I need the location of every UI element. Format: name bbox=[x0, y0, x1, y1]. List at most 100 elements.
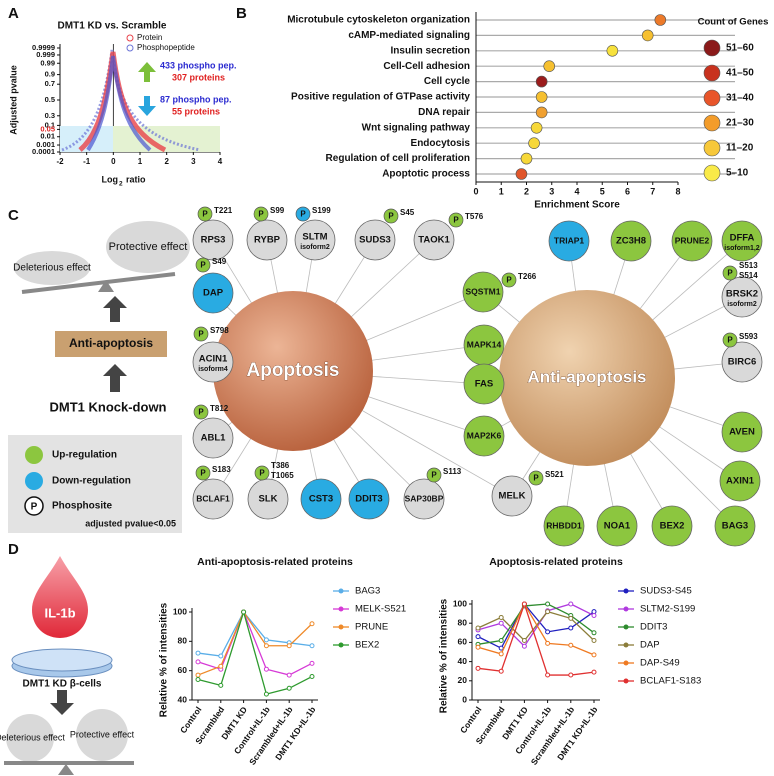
point bbox=[568, 615, 574, 621]
panel-label: C bbox=[8, 207, 19, 224]
dot bbox=[530, 122, 543, 134]
series-line bbox=[477, 603, 595, 648]
chart-title: Apoptosis-related proteins bbox=[489, 556, 623, 568]
node-label: AXIN1 bbox=[726, 476, 755, 487]
node-label: SAP30BP bbox=[405, 493, 444, 503]
x-tick-label: 7 bbox=[650, 186, 655, 196]
legend-swatch bbox=[703, 114, 721, 132]
down-proteins: 55 proteins bbox=[172, 106, 220, 116]
deleterious-text: Deleterious effect bbox=[13, 263, 91, 274]
site-label: T812 bbox=[210, 404, 229, 413]
legend-marker bbox=[623, 588, 629, 594]
series-line bbox=[477, 602, 595, 650]
point bbox=[286, 643, 292, 649]
point bbox=[195, 676, 201, 682]
node bbox=[463, 415, 505, 457]
node bbox=[671, 220, 713, 262]
up-peptides: 433 phospho pep. bbox=[160, 60, 237, 70]
node bbox=[403, 478, 445, 520]
y-tick-label: 0 bbox=[462, 694, 467, 704]
node bbox=[354, 219, 396, 261]
series-line bbox=[197, 610, 313, 676]
legend-down-swatch bbox=[25, 472, 43, 490]
y-tick-label: 60 bbox=[178, 665, 188, 675]
legend-label: SUDS3-S45 bbox=[640, 586, 692, 597]
y-tick-label: 0.7 bbox=[45, 79, 55, 88]
site-symbol: P bbox=[300, 210, 306, 219]
legend-site-symbol: P bbox=[31, 502, 38, 513]
panel-label: D bbox=[8, 541, 19, 558]
point bbox=[568, 601, 574, 607]
legend-label: DAP-S49 bbox=[640, 658, 680, 669]
legend-marker bbox=[623, 660, 629, 666]
series-line bbox=[477, 603, 595, 645]
point bbox=[545, 629, 551, 635]
phosphopeptide-cloud bbox=[86, 55, 152, 152]
y-tick-label: 0.5 bbox=[45, 95, 55, 104]
site-symbol: P bbox=[506, 276, 512, 285]
point bbox=[195, 650, 201, 656]
x-tick-label: 3 bbox=[549, 186, 554, 196]
legend-up: Up-regulation bbox=[52, 450, 117, 461]
schematic-d bbox=[4, 556, 134, 775]
node bbox=[192, 478, 234, 520]
legend-label: PRUNE bbox=[355, 622, 388, 633]
y-axis-label: Relative % of intensities bbox=[159, 602, 170, 717]
legend-up-swatch bbox=[25, 446, 43, 464]
point bbox=[591, 630, 597, 636]
node-sublabel: isoform2 bbox=[300, 244, 330, 251]
dot bbox=[520, 152, 533, 165]
node bbox=[300, 478, 342, 520]
point bbox=[498, 651, 504, 657]
category-label: DNA repair bbox=[418, 107, 470, 118]
y-tick-label: 40 bbox=[458, 656, 468, 666]
category-label: Wnt signaling pathway bbox=[362, 122, 471, 133]
point bbox=[498, 620, 504, 626]
y-axis-label: Adjusted pvalue bbox=[8, 65, 18, 135]
site-label: S99 bbox=[270, 206, 285, 215]
site-badge bbox=[195, 257, 211, 273]
x-tick-label: 4 bbox=[218, 157, 223, 166]
hub bbox=[499, 290, 675, 466]
node-label: ABL1 bbox=[201, 433, 227, 444]
point bbox=[263, 643, 269, 649]
site-label: S521 bbox=[545, 470, 564, 479]
site-badge bbox=[448, 212, 464, 228]
node bbox=[721, 220, 763, 262]
x-tick-label: 8 bbox=[675, 186, 680, 196]
dot bbox=[528, 137, 540, 149]
site-badge bbox=[253, 206, 269, 222]
site-badge bbox=[528, 470, 544, 486]
down-arrow bbox=[138, 96, 156, 116]
dot bbox=[543, 60, 556, 72]
node bbox=[491, 475, 533, 517]
y-tick-label: 0.999 bbox=[36, 50, 55, 59]
site-badge bbox=[254, 465, 270, 481]
point bbox=[545, 672, 551, 678]
arrow bbox=[103, 364, 127, 392]
legend-marker bbox=[623, 642, 629, 648]
node-label: ACIN1 bbox=[199, 354, 228, 365]
legend-swatch bbox=[703, 164, 721, 182]
cause-text: DMT1 Knock-down bbox=[50, 399, 167, 414]
site-label: S593 bbox=[739, 332, 758, 341]
dish-top bbox=[11, 648, 113, 672]
site-symbol: P bbox=[259, 469, 265, 478]
y-tick-label: 0.0001 bbox=[32, 147, 55, 156]
deleterious-text: Deleterious effect bbox=[0, 732, 65, 742]
node-label: MAP2K6 bbox=[467, 430, 502, 440]
x-tick-label: -1 bbox=[83, 157, 91, 166]
dot bbox=[654, 14, 667, 26]
point bbox=[309, 674, 315, 680]
hub-label: Apoptosis bbox=[247, 360, 340, 381]
node bbox=[462, 271, 504, 313]
point bbox=[498, 668, 504, 674]
y-tick-label: 0.3 bbox=[45, 111, 55, 120]
legend-marker bbox=[623, 624, 629, 630]
node bbox=[596, 505, 638, 547]
point bbox=[498, 637, 504, 643]
x-tick-label: 0 bbox=[111, 157, 116, 166]
site-badge bbox=[722, 332, 738, 348]
legend-marker bbox=[338, 606, 344, 612]
legend-swatch bbox=[703, 39, 721, 57]
